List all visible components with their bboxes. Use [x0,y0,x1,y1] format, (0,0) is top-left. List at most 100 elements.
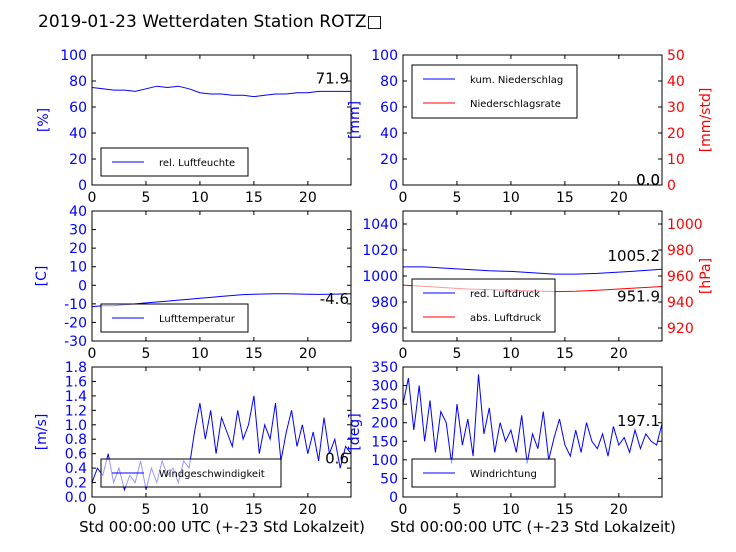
wind-direction-y-tick-label: 150 [371,434,398,450]
wind-direction-x-tick-label: 10 [502,502,520,518]
wind-speed-value-label: 0.6 [325,450,349,468]
precip-y2-axis-label: [mm/std] [698,88,714,153]
precip-y-axis-label: [mm] [347,101,363,139]
humidity-panel: 0 5 10 15 20 0 20 40 60 80 100 [%] 71.9 rel. Luftfeuc… [36,48,352,206]
precip-y2-tick-label: 20 [667,126,685,142]
humidity-y-tick-label: 0 [78,178,87,194]
temperature-legend-label-1: Lufttemperatur [159,314,236,325]
wind-speed-panel: 0 5 10 15 200.00.20.40.60.81.01.21.41.61.8[m… [34,360,352,518]
wind-direction-x-tick-label: 5 [452,502,461,518]
temperature-y-axis-label: [C] [34,266,50,287]
pressure-legend-box [411,278,556,333]
pressure-x-tick-label: 0 [399,346,408,362]
wind-speed-legend-label-1: Windgeschwindigkeit [159,469,265,480]
pressure-y2-tick-label: 1000 [667,217,703,233]
wind-direction-value-label: 197.1 [617,412,660,430]
wind-speed-y-tick-label: 1.6 [65,374,87,390]
wind-speed-plot-frame [91,366,352,498]
temperature-value-label: -4.6 [320,290,349,308]
wind-speed-y-tick-label: 1.4 [65,389,87,405]
temperature-y-tick-label: -10 [64,297,87,313]
temperature-y-tick-label: 30 [69,223,87,239]
pressure-y2-tick-label: 940 [667,295,694,311]
wind-direction-x-tick-label: 0 [399,502,408,518]
pressure-legend-label-2: abs. Luftdruck [470,313,541,324]
wind-speed-x-tick-label: 5 [141,502,150,518]
temperature-y-tick-label: -20 [64,315,87,331]
precip-y-tick-label: 40 [380,126,398,142]
wind-direction-y-tick-label: 200 [371,416,398,432]
precip-legend-label-2: Niederschlagsrate [470,99,561,110]
temperature-plot-frame [91,210,352,342]
precip-panel: 0 5 10 15 20 0 20 40 60 80 100 0 10 20 30 40 50 [mm] [mm/s… [347,48,714,206]
pressure-x-tick-label: 5 [452,346,461,362]
precip-value-label-2: 0.0 [636,171,660,189]
humidity-x-tick-label: 15 [245,190,263,206]
temperature-x-tick-label: 0 [88,346,97,362]
temperature-x-tick-label: 15 [245,346,263,362]
temperature-x-tick-label: 10 [191,346,209,362]
pressure-y2-axis-label: [hPa] [698,258,714,294]
humidity-y-tick-label: 80 [69,74,87,90]
humidity-x-tick-label: 20 [299,190,317,206]
pressure-x-tick-label: 15 [556,346,574,362]
humidity-x-tick-label: 0 [88,190,97,206]
temperature-y-tick-label: 0 [78,278,87,294]
precip-x-tick-label: 0 [399,190,408,206]
temperature-y-tick-label: 10 [69,260,87,276]
humidity-y-tick-label: 20 [69,152,87,168]
precip-x-tick-label: 20 [610,190,628,206]
humidity-y-axis-label: [%] [36,108,52,132]
pressure-y-tick-label: 980 [371,295,398,311]
wind-speed-y-tick-label: 1.2 [65,403,87,419]
pressure-y-tick-label: 1020 [362,243,398,259]
wind-speed-y-tick-label: 0.2 [65,476,87,492]
pressure-panel: 0 5 10 15 20 960 980 1000 1020 1040 920 940 960 980 10… [362,210,714,362]
temperature-y-tick-label: 20 [69,241,87,257]
humidity-y-tick-label: 100 [60,48,87,64]
wind-direction-y-tick-label: 300 [371,379,398,395]
precip-y2-tick-label: 10 [667,152,685,168]
wind-direction-plot-frame [402,366,663,498]
pressure-y-tick-label: 1000 [362,269,398,285]
wind-speed-x-tick-label: 20 [299,502,317,518]
wind-direction-y-tick-label: 100 [371,453,398,469]
wind-direction-y-axis-label: [deg] [347,413,363,450]
wind-speed-y-tick-label: 0.8 [65,432,87,448]
wind-speed-y-axis-label: [m/s] [34,414,50,451]
wind-speed-y-tick-label: 1.8 [65,360,87,376]
wind-direction-legend-label-1: Windrichtung [470,469,537,480]
pressure-legend-label-1: red. Luftdruck [470,289,540,300]
wind-speed-y-tick-label: 0.0 [65,490,87,506]
wind-speed-x-tick-label: 10 [191,502,209,518]
humidity-series-line-1 [91,85,351,98]
pressure-y-tick-label: 1040 [362,217,398,233]
pressure-x-tick-label: 20 [610,346,628,362]
pressure-y2-tick-label: 960 [667,269,694,285]
pressure-value-label: 1005.2 [608,247,661,265]
precip-x-tick-label: 15 [556,190,574,206]
precip-y-tick-label: 60 [380,100,398,116]
temperature-panel: 0 5 10 15 20 -30 -20 -10 0 10 20 30 40 [C] -4.6 Lufttem… [34,204,352,362]
pressure-y2-tick-label: 920 [667,321,694,337]
wind-speed-y-tick-label: 0.4 [65,461,87,477]
wind-direction-y-tick-label: 50 [380,471,398,487]
x-axis-label-right: Std 00:00:00 UTC (+-23 Std Lokalzeit) [390,518,676,536]
figure-title: 2019-01-23 Wetterdaten Station ROTZ□ [38,12,383,32]
precip-y2-tick-label: 30 [667,100,685,116]
x-axis-label-left: Std 00:00:00 UTC (+-23 Std Lokalzeit) [79,518,365,536]
precip-x-tick-label: 10 [502,190,520,206]
precip-y-tick-label: 0 [389,178,398,194]
humidity-plot-frame [91,54,352,186]
wind-speed-x-tick-label: 15 [245,502,263,518]
precip-y-tick-label: 80 [380,74,398,90]
precip-legend-label-1: kum. Niederschlag [470,75,563,86]
precip-y2-tick-label: 50 [667,48,685,64]
wind-direction-series-line-1 [402,374,663,464]
humidity-x-tick-label: 5 [141,190,150,206]
precip-plot-frame [402,54,663,186]
temperature-y-tick-label: -30 [64,334,87,350]
temperature-x-tick-label: 5 [141,346,150,362]
wind-direction-x-tick-label: 20 [610,502,628,518]
